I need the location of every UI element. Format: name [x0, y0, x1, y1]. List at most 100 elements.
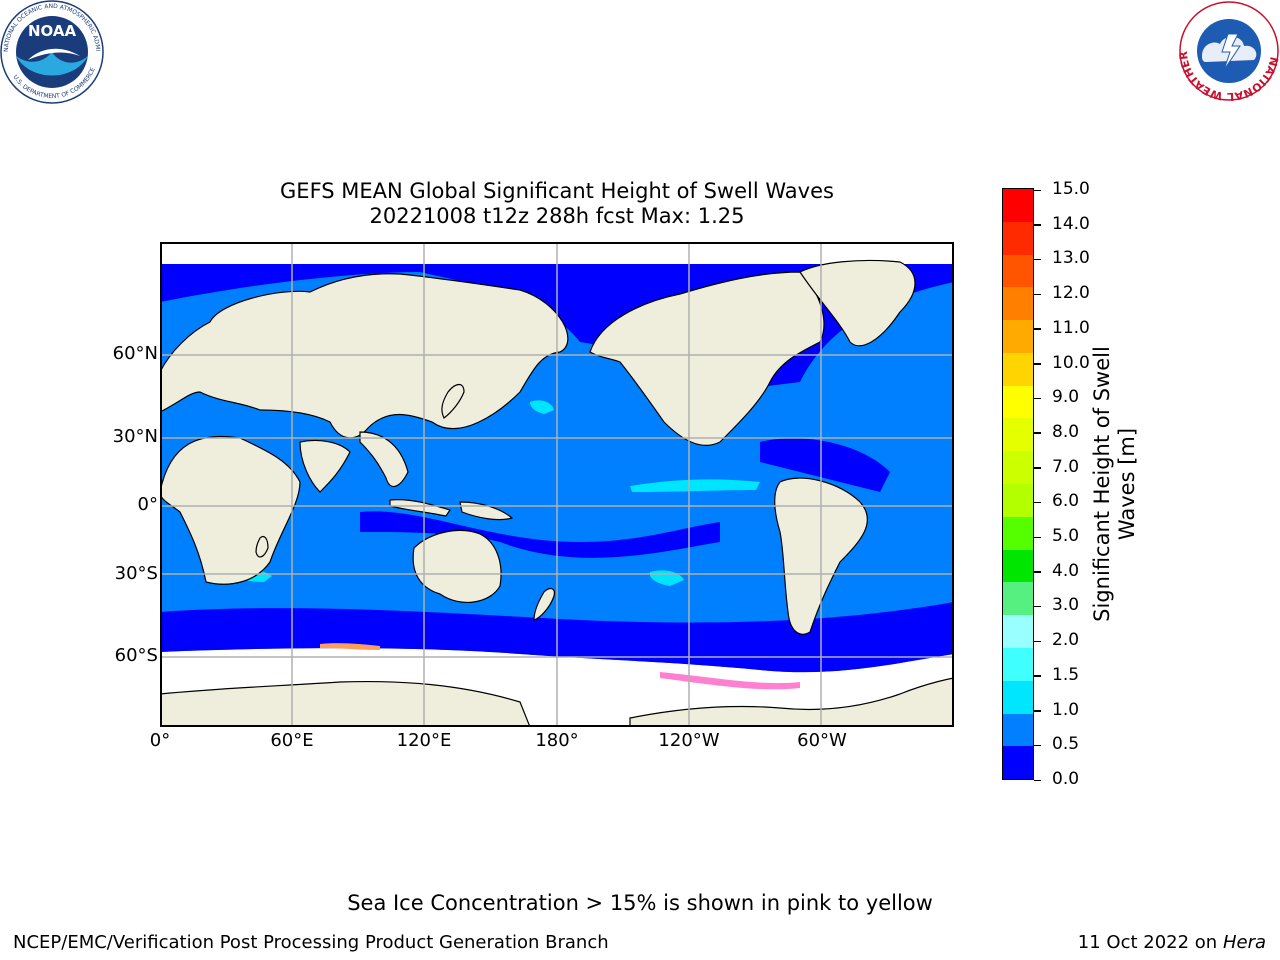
- colorbar-tick-label: 14.0: [1052, 213, 1090, 234]
- colorbar-band: [1003, 516, 1033, 550]
- colorbar-tick-mark: [1034, 467, 1041, 469]
- colorbar-tick-label: 15.0: [1052, 179, 1090, 199]
- colorbar-band: [1003, 484, 1033, 517]
- colorbar-tick-mark: [1034, 779, 1041, 781]
- land-indonesia: [389, 499, 451, 517]
- colorbar-tick-label: 13.0: [1052, 248, 1090, 269]
- colorbar-tick-label: 5.0: [1052, 526, 1080, 547]
- colorbar-tick-label: 1.0: [1052, 699, 1080, 720]
- chart-subtitle: 20221008 t12z 288h fcst Max: 1.25: [369, 204, 745, 228]
- lon-tick-120e: 120°E: [396, 730, 452, 751]
- colorbar-bands: [1003, 189, 1033, 780]
- colorbar-label-line1: Significant Height of Swell: [1090, 346, 1114, 622]
- land-group: [159, 259, 955, 728]
- colorbar-band: [1003, 418, 1033, 452]
- colorbar-tick-mark: [1034, 293, 1041, 296]
- lat-tick-60n: 60°N: [112, 343, 158, 364]
- colorbar-band: [1003, 385, 1033, 419]
- colorbar-tick-mark: [1034, 258, 1041, 261]
- colorbar-tick-mark: [1034, 640, 1041, 643]
- land-new-zealand: [533, 587, 555, 621]
- colorbar-band: [1003, 615, 1033, 648]
- colorbar-band: [1003, 320, 1033, 353]
- lon-tick-60w: 60°W: [797, 730, 847, 751]
- colorbar-tick-label: 11.0: [1052, 317, 1090, 338]
- colorbar-band: [1003, 287, 1033, 321]
- svg-text:NOAA: NOAA: [28, 22, 77, 40]
- map-svg: [159, 242, 955, 728]
- colorbar-tick-mark: [1034, 397, 1041, 400]
- colorbar-tick-label: 8.0: [1052, 421, 1080, 442]
- colorbar-band: [1003, 352, 1033, 386]
- noaa-logo: NATIONAL OCEANIC AND ATMOSPHERIC ADMINIS…: [0, 0, 104, 104]
- lat-tick-60s: 60°S: [114, 645, 158, 666]
- colorbar-tick-label: 0.0: [1052, 769, 1080, 789]
- colorbar-tick-mark: [1034, 328, 1041, 330]
- colorbar-tick-mark: [1034, 501, 1041, 504]
- land-india: [299, 439, 351, 493]
- footer-machine: Hera: [1222, 932, 1266, 953]
- land-greenland: [799, 259, 916, 347]
- colorbar-band: [1003, 680, 1033, 714]
- lat-tick-30s: 30°S: [114, 563, 158, 584]
- colorbar-tick-label: 6.0: [1052, 491, 1080, 512]
- lon-tick-180: 180°: [535, 730, 579, 751]
- colorbar-tick-label: 4.0: [1052, 560, 1080, 581]
- map-frame: [160, 242, 954, 727]
- colorbar-band: [1003, 189, 1033, 222]
- colorbar-tick-mark: [1034, 710, 1041, 712]
- colorbar-label-line2: Waves [m]: [1115, 427, 1139, 541]
- colorbar: [1002, 188, 1034, 780]
- land-antarctica-west: [629, 677, 955, 728]
- footer-org: NCEP/EMC/Verification Post Processing Pr…: [13, 932, 609, 953]
- colorbar-tick-mark: [1034, 432, 1041, 434]
- ice-edge-antarctic: [660, 672, 800, 690]
- colorbar-band: [1003, 647, 1033, 681]
- low-swell-caribbean: [760, 438, 890, 492]
- colorbar-tick-label: 12.0: [1052, 283, 1090, 304]
- colorbar-tick-label: 0.5: [1052, 734, 1080, 755]
- ice-edge-indian: [320, 643, 380, 650]
- swell-patch-4: [530, 400, 554, 414]
- lon-tick-120w: 120°W: [658, 730, 720, 751]
- lat-tick-0: 0°: [137, 494, 158, 515]
- colorbar-tick-label: 1.5: [1052, 664, 1080, 685]
- colorbar-tick-mark: [1034, 189, 1041, 191]
- chart-title: GEFS MEAN Global Significant Height of S…: [280, 179, 834, 203]
- colorbar-tick-mark: [1034, 605, 1041, 608]
- land-north-america: [589, 271, 825, 446]
- colorbar-tick-mark: [1034, 224, 1041, 226]
- colorbar-tick-mark: [1034, 363, 1041, 365]
- lon-tick-0: 0°: [149, 730, 171, 751]
- colorbar-band: [1003, 713, 1033, 747]
- nws-logo: NATIONAL WEATHER SERVICE: [1174, 0, 1280, 103]
- swell-patch-1: [630, 479, 760, 492]
- sea-ice-note: Sea Ice Concentration > 15% is shown in …: [347, 891, 933, 915]
- colorbar-band: [1003, 746, 1033, 780]
- colorbar-label: Significant Height of Swell Waves [m]: [1090, 324, 1140, 644]
- land-madagascar: [255, 535, 269, 558]
- colorbar-tick-label: 3.0: [1052, 595, 1080, 616]
- gridlines: [160, 242, 954, 727]
- colorbar-band: [1003, 451, 1033, 485]
- lon-tick-60e: 60°E: [270, 730, 314, 751]
- lat-tick-30n: 30°N: [112, 426, 158, 447]
- colorbar-band: [1003, 582, 1033, 616]
- colorbar-band: [1003, 549, 1033, 583]
- footer-date-text: 11 Oct 2022 on: [1077, 932, 1218, 953]
- footer-date: 11 Oct 2022 on Hera: [1078, 932, 1266, 953]
- colorbar-tick-label: 2.0: [1052, 630, 1080, 651]
- colorbar-tick-mark: [1034, 536, 1041, 539]
- colorbar-tick-mark: [1034, 744, 1041, 747]
- colorbar-tick-mark: [1034, 675, 1041, 677]
- colorbar-band: [1003, 221, 1033, 255]
- land-se-asia: [359, 431, 409, 488]
- map-panel: [159, 242, 955, 728]
- land-antarctica-east: [159, 680, 531, 728]
- colorbar-tick-label: 9.0: [1052, 387, 1080, 408]
- colorbar-tick-label: 7.0: [1052, 456, 1080, 477]
- low-swell-indian: [360, 511, 720, 558]
- land-japan: [441, 383, 465, 419]
- colorbar-tick-mark: [1034, 571, 1041, 573]
- colorbar-band: [1003, 254, 1033, 288]
